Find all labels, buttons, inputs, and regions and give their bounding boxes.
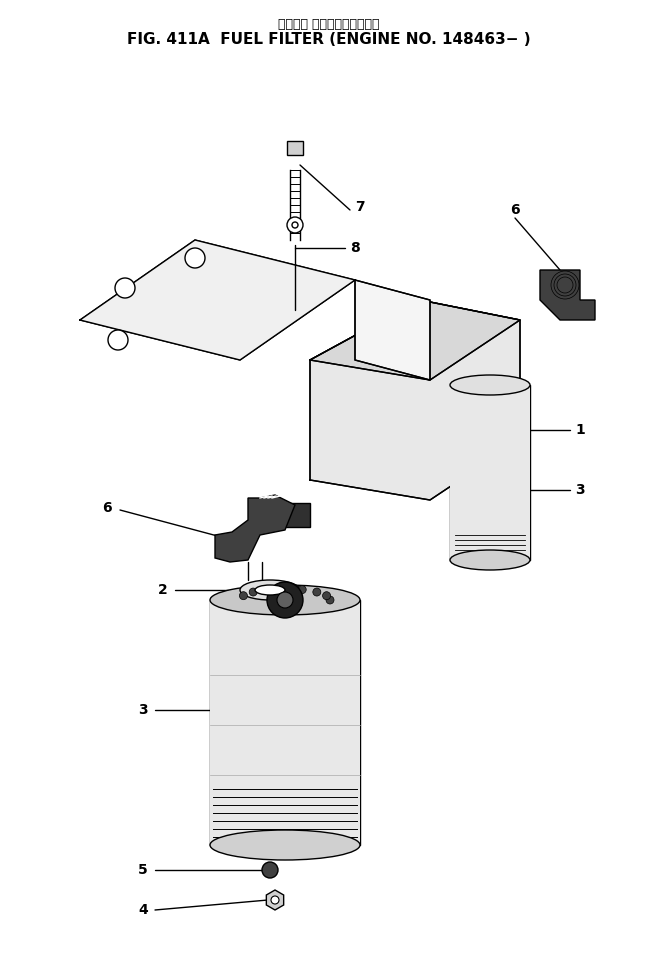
Text: 4: 4 — [138, 903, 148, 917]
Circle shape — [292, 222, 298, 228]
Circle shape — [249, 588, 257, 596]
Circle shape — [262, 862, 278, 878]
Text: 8: 8 — [350, 241, 360, 255]
Circle shape — [277, 592, 293, 608]
Circle shape — [264, 585, 272, 593]
Circle shape — [108, 330, 128, 350]
Text: 5: 5 — [138, 863, 148, 877]
Circle shape — [298, 585, 306, 593]
Text: 7: 7 — [355, 200, 365, 214]
Circle shape — [322, 591, 330, 600]
Polygon shape — [80, 240, 355, 360]
Circle shape — [240, 591, 247, 600]
Polygon shape — [540, 270, 595, 320]
Circle shape — [271, 896, 279, 904]
Bar — [255, 503, 310, 527]
Text: 2: 2 — [159, 583, 168, 597]
Bar — [287, 141, 303, 155]
Text: 1: 1 — [575, 423, 585, 437]
Ellipse shape — [210, 830, 360, 860]
Text: FIG. 411A  FUEL FILTER (ENGINE NO. 148463− ): FIG. 411A FUEL FILTER (ENGINE NO. 148463… — [127, 31, 531, 47]
Ellipse shape — [240, 580, 300, 600]
Polygon shape — [310, 300, 520, 500]
Circle shape — [267, 582, 303, 618]
Ellipse shape — [450, 375, 530, 395]
Text: 6: 6 — [510, 203, 520, 217]
Circle shape — [185, 248, 205, 268]
Text: 3: 3 — [138, 703, 148, 717]
Ellipse shape — [450, 550, 530, 570]
Polygon shape — [215, 495, 295, 562]
Bar — [210, 600, 360, 845]
Bar — [450, 385, 530, 560]
Ellipse shape — [210, 585, 360, 615]
Circle shape — [115, 278, 135, 298]
Polygon shape — [266, 890, 284, 910]
Text: フェエル フィルタ　適用号機: フェエル フィルタ 適用号機 — [278, 18, 380, 30]
Text: 3: 3 — [575, 483, 584, 497]
Circle shape — [281, 584, 289, 593]
Polygon shape — [355, 280, 430, 380]
Text: 6: 6 — [103, 501, 112, 515]
Ellipse shape — [255, 585, 285, 595]
Polygon shape — [310, 300, 520, 380]
Circle shape — [326, 596, 334, 604]
Circle shape — [313, 588, 321, 596]
Circle shape — [287, 217, 303, 233]
